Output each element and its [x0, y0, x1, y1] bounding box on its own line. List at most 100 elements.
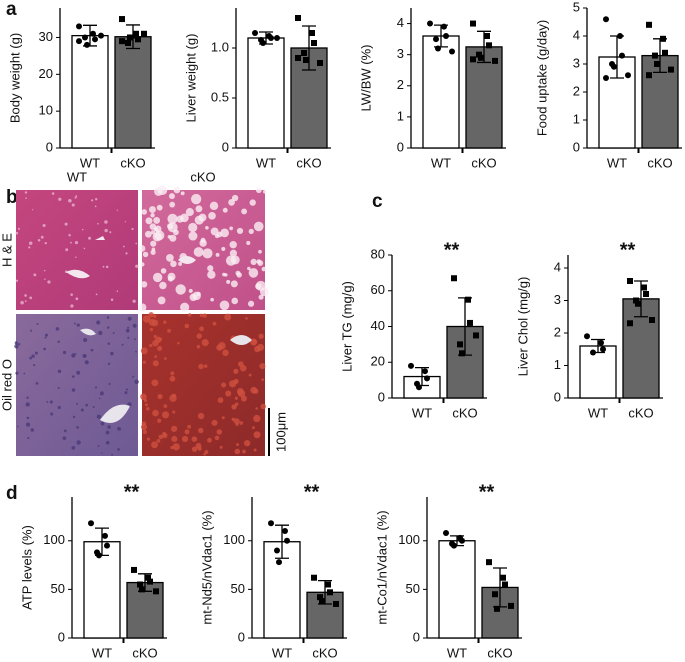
- data-point: [467, 319, 473, 326]
- texture-dot: [248, 228, 254, 234]
- texture-dot: [253, 414, 261, 423]
- texture-dot: [70, 293, 73, 296]
- texture-dot: [14, 344, 19, 349]
- data-point: [641, 284, 647, 291]
- data-point: [486, 559, 492, 566]
- texture-dot: [221, 416, 225, 420]
- texture-dot: [236, 388, 244, 395]
- texture-dot: [32, 209, 34, 211]
- data-point: [435, 45, 441, 52]
- texture-dot: [132, 299, 136, 303]
- data-point: [127, 34, 133, 41]
- texture-dot: [107, 362, 111, 366]
- data-point: [309, 30, 315, 36]
- texture-dot: [258, 333, 264, 339]
- texture-dot: [117, 426, 122, 431]
- texture-dot: [90, 348, 94, 352]
- x-tick-label: WT: [256, 155, 276, 170]
- data-point: [333, 600, 339, 607]
- texture-dot: [95, 386, 98, 389]
- texture-dot: [198, 363, 204, 370]
- y-tick-label: 100: [398, 532, 420, 547]
- x-tick-label: WT: [92, 645, 112, 660]
- texture-dot: [237, 361, 244, 367]
- texture-dot: [222, 349, 229, 357]
- texture-dot: [219, 300, 230, 311]
- texture-dot: [14, 341, 19, 345]
- texture-dot: [221, 246, 226, 252]
- x-tick-label: WT: [588, 405, 608, 420]
- texture-dot: [121, 343, 124, 346]
- y-tick-label: 1.0: [211, 39, 229, 54]
- data-point: [635, 300, 641, 307]
- texture-dot: [91, 199, 94, 202]
- texture-dot: [261, 378, 264, 381]
- significance: **: [479, 481, 495, 503]
- texture-dot: [231, 297, 239, 305]
- texture-dot: [138, 303, 147, 312]
- data-point: [92, 36, 98, 43]
- data-point: [88, 520, 94, 527]
- data-point: [433, 36, 439, 43]
- data-point: [295, 55, 301, 61]
- texture-dot: [207, 265, 214, 272]
- texture-dot: [163, 357, 167, 360]
- data-point: [627, 320, 633, 327]
- texture-dot: [249, 199, 256, 206]
- texture-dot: [153, 334, 157, 338]
- texture-dot: [149, 343, 153, 348]
- texture-dot: [207, 437, 212, 443]
- texture-dot: [248, 268, 259, 278]
- texture-dot: [25, 402, 30, 407]
- panel-label: d: [6, 483, 18, 504]
- texture-dot: [175, 284, 186, 295]
- x-tick-label: cKO: [296, 155, 321, 170]
- texture-dot: [92, 405, 95, 409]
- texture-dot: [94, 205, 97, 208]
- texture-dot: [135, 264, 139, 268]
- texture-dot: [83, 247, 86, 250]
- data-point: [96, 552, 102, 559]
- texture-dot: [180, 191, 185, 196]
- texture-dot: [28, 246, 31, 249]
- y-tick-label: 100: [43, 532, 65, 547]
- data-point: [443, 33, 449, 39]
- texture-dot: [44, 336, 47, 339]
- y-tick-label: 0: [554, 389, 561, 404]
- data-point: [327, 589, 333, 596]
- texture-dot: [34, 351, 38, 355]
- texture-dot: [185, 208, 194, 217]
- data-point: [284, 537, 290, 544]
- texture-dot: [220, 228, 229, 238]
- texture-dot: [58, 197, 62, 201]
- texture-dot: [222, 207, 228, 213]
- texture-dot: [150, 230, 156, 235]
- texture-dot: [29, 356, 33, 360]
- texture-dot: [44, 241, 47, 245]
- texture-dot: [76, 402, 79, 405]
- texture-dot: [234, 396, 238, 400]
- texture-dot: [97, 222, 99, 225]
- texture-dot: [102, 265, 105, 268]
- y-tick-label: 2: [573, 83, 580, 98]
- texture-dot: [254, 345, 261, 353]
- x-tick-label: cKO: [487, 645, 512, 660]
- texture-dot: [231, 417, 236, 422]
- texture-dot: [240, 395, 247, 402]
- data-point: [441, 23, 447, 30]
- texture-dot: [188, 222, 198, 233]
- texture-dot: [40, 235, 44, 239]
- texture-dot: [65, 248, 69, 252]
- texture-dot: [33, 364, 36, 367]
- texture-dot: [74, 196, 77, 199]
- data-point: [319, 598, 325, 605]
- y-tick-label: 1: [573, 111, 580, 126]
- texture-dot: [135, 242, 138, 245]
- texture-dot: [169, 201, 176, 208]
- texture-dot: [107, 326, 110, 329]
- texture-dot: [33, 273, 37, 277]
- data-point: [494, 605, 500, 612]
- data-point: [478, 54, 484, 61]
- texture-dot: [153, 314, 157, 318]
- texture-dot: [68, 234, 71, 237]
